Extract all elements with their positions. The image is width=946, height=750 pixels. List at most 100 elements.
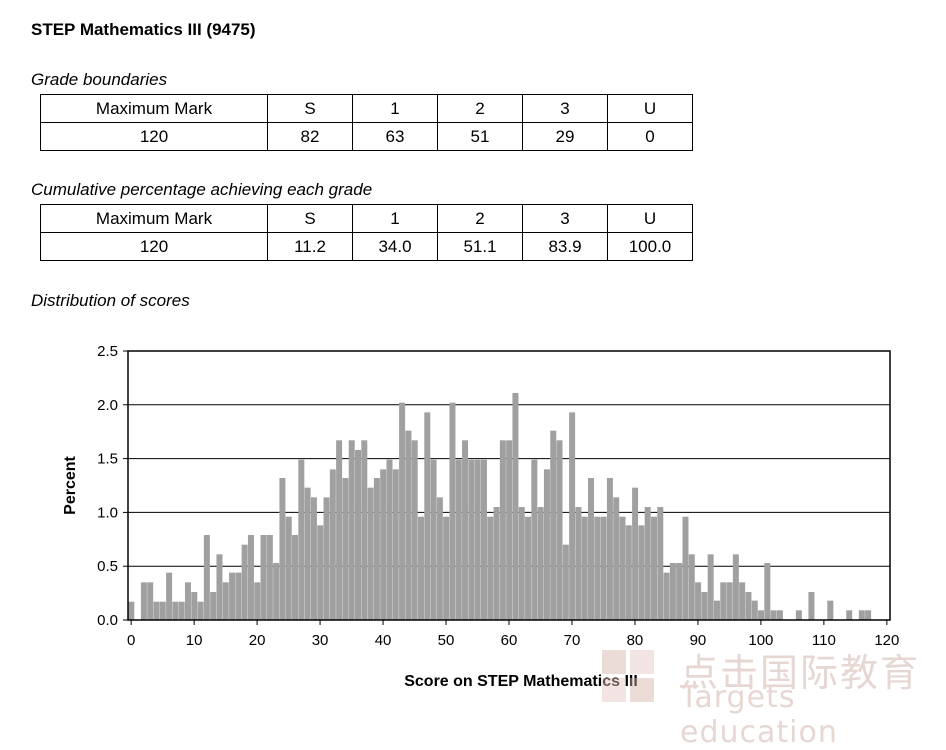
bar: [235, 572, 242, 620]
bar: [732, 554, 739, 620]
bar: [682, 516, 689, 620]
bar: [474, 459, 481, 620]
table-cell: 0: [607, 122, 693, 151]
bar: [543, 469, 550, 620]
bar: [726, 582, 733, 620]
bar: [569, 412, 576, 620]
bar: [531, 459, 538, 620]
bar: [518, 507, 525, 620]
bar: [153, 601, 160, 620]
bar: [329, 469, 336, 620]
bar: [147, 582, 154, 620]
bar: [663, 572, 670, 620]
bar: [323, 497, 330, 620]
x-tick-label: 60: [501, 632, 518, 649]
bar: [361, 440, 368, 620]
x-axis-label: Score on STEP Mathematics III: [404, 673, 638, 690]
bar: [613, 497, 620, 620]
bar: [292, 534, 299, 620]
bar: [266, 534, 273, 620]
x-tick-label: 80: [627, 632, 644, 649]
bar: [405, 430, 412, 620]
table-cell: 3: [522, 94, 608, 123]
page-title: STEP Mathematics III (9475): [31, 20, 256, 39]
bar: [720, 582, 727, 620]
y-tick-label: 0.0: [97, 612, 118, 629]
x-tick-label: 0: [127, 632, 135, 649]
bar: [128, 601, 135, 620]
bar: [254, 582, 261, 620]
x-tick-label: 90: [690, 632, 707, 649]
bar: [462, 440, 469, 620]
bar: [178, 601, 185, 620]
bar: [638, 525, 645, 620]
x-tick-label: 50: [438, 632, 455, 649]
bar: [279, 477, 286, 620]
bar: [512, 392, 519, 620]
bar: [506, 440, 513, 620]
bar: [776, 610, 783, 620]
x-tick-label: 110: [812, 632, 836, 649]
watermark-chinese-text: 点击国际教育: [680, 651, 921, 695]
bar: [285, 516, 292, 620]
table-cell: Maximum Mark: [40, 94, 268, 123]
bar: [795, 610, 802, 620]
bar: [713, 600, 720, 620]
cumulative-heading: Cumulative percentage achieving each gra…: [31, 180, 373, 199]
x-tick-label: 70: [564, 632, 581, 649]
bar: [342, 477, 349, 620]
bar: [443, 516, 450, 620]
bar: [493, 507, 500, 620]
table-cell: 29: [522, 122, 608, 151]
bar: [455, 459, 462, 620]
bar: [210, 592, 217, 620]
table-cell: 82: [267, 122, 353, 151]
bar: [241, 544, 248, 620]
bar: [304, 487, 311, 620]
bar: [166, 572, 173, 620]
bar: [487, 516, 494, 620]
bar: [499, 440, 506, 620]
table-row: 120 82 63 51 29 0: [40, 122, 693, 151]
watermark: 点击国际教育 Targets education: [596, 640, 946, 750]
bar: [632, 487, 639, 620]
bar: [367, 487, 374, 620]
bar: [600, 516, 607, 620]
bar: [606, 477, 613, 620]
y-tick-label: 2.5: [97, 343, 118, 360]
bar: [399, 402, 406, 620]
x-tick-label: 30: [312, 632, 329, 649]
x-tick-label: 100: [748, 632, 773, 649]
bar: [317, 525, 324, 620]
table-cell: 63: [352, 122, 438, 151]
bar: [380, 469, 387, 620]
y-tick-label: 0.5: [97, 558, 118, 575]
table-cell: U: [607, 204, 693, 233]
table-row: 120 11.2 34.0 51.1 83.9 100.0: [40, 232, 693, 261]
bar: [858, 610, 865, 620]
table-cell: 51: [437, 122, 523, 151]
table-cell: 100.0: [607, 232, 693, 261]
bar: [298, 459, 305, 620]
table-row: Maximum Mark S 1 2 3 U: [40, 204, 693, 233]
y-axis-label: Percent: [62, 455, 79, 514]
bar: [556, 440, 563, 620]
bar: [695, 582, 702, 620]
bar: [575, 507, 582, 620]
x-tick-label: 10: [186, 632, 203, 649]
bar: [386, 459, 393, 620]
bar: [525, 516, 532, 620]
watermark-logo-icon: [602, 650, 654, 702]
bar: [865, 610, 872, 620]
x-tick-label: 120: [874, 632, 899, 649]
bar: [745, 592, 752, 620]
bar: [411, 440, 418, 620]
bar: [424, 412, 431, 620]
table-cell: 2: [437, 94, 523, 123]
cumulative-table: Maximum Mark S 1 2 3 U 120 11.2 34.0 51.…: [40, 204, 693, 261]
table-cell: 3: [522, 204, 608, 233]
bar: [140, 582, 147, 620]
bar: [184, 582, 191, 620]
bar: [159, 601, 166, 620]
bar: [594, 516, 601, 620]
